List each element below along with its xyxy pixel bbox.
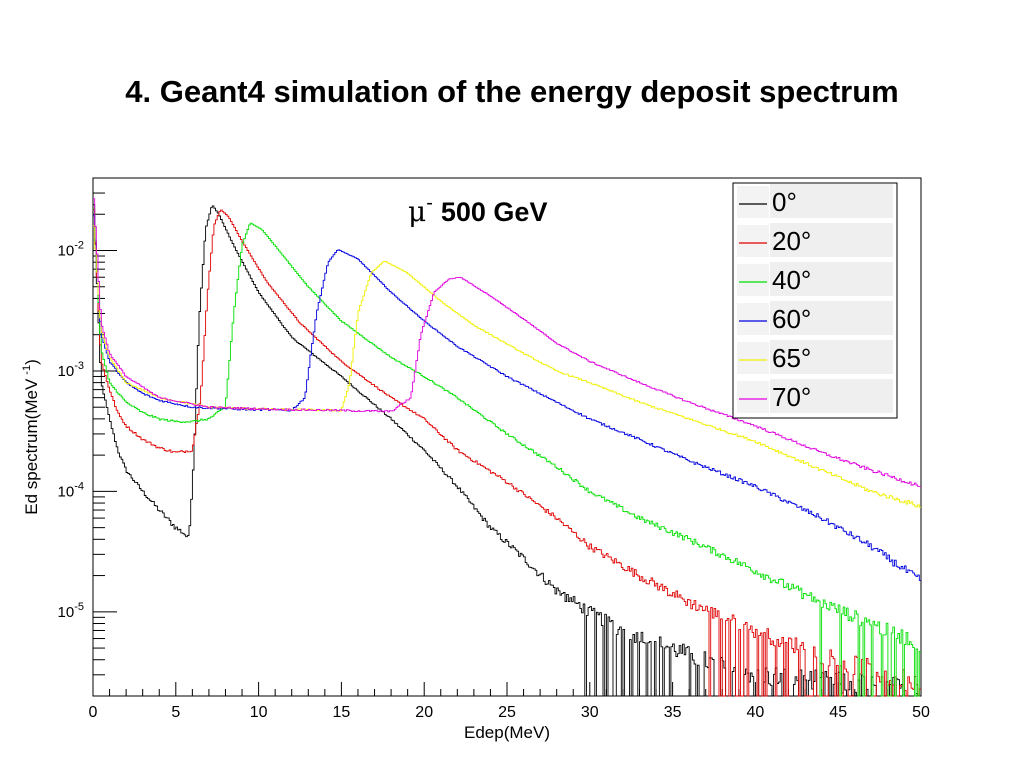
legend-label-bg xyxy=(770,379,893,413)
y-tick-base: 10 xyxy=(58,604,75,621)
y-tick-base: 10 xyxy=(58,483,75,500)
legend-label: 0° xyxy=(772,187,797,217)
series-layer xyxy=(93,198,921,697)
series-line xyxy=(93,208,921,697)
legend-label-bg xyxy=(770,340,893,374)
x-tick-label: 5 xyxy=(171,704,180,721)
x-tick-label: 50 xyxy=(912,704,930,721)
legend-label: 40° xyxy=(772,265,811,295)
legend: 0° 20° 40° 60° 65° 70° xyxy=(732,182,898,419)
x-tick-label: 0 xyxy=(89,704,98,721)
legend-swatch-bg xyxy=(737,225,769,257)
y-axis-label-close: ) xyxy=(22,359,41,365)
legend-label: 60° xyxy=(772,304,811,334)
y-tick-label: 10-2 xyxy=(58,240,84,260)
legend-label: 65° xyxy=(772,343,811,373)
x-axis-label: Edep(MeV) xyxy=(464,723,550,742)
legend-label-bg xyxy=(770,301,893,335)
legend-label-bg xyxy=(770,262,893,296)
legend-swatch-bg xyxy=(737,264,769,296)
legend-label-bg xyxy=(770,223,893,257)
title-energy: 500 GeV xyxy=(441,197,548,227)
y-tick-exp: -4 xyxy=(74,480,84,492)
x-tick-label: 45 xyxy=(829,704,847,721)
y-axis-label: Ed spectrum(MeV -1) xyxy=(21,359,41,515)
x-tick-label: 40 xyxy=(747,704,765,721)
legend-box xyxy=(732,182,898,419)
y-tick-exp: -2 xyxy=(74,240,84,252)
legend-swatch-bg xyxy=(737,186,769,218)
series-line xyxy=(93,198,921,487)
y-tick-label: 10-3 xyxy=(58,360,84,380)
x-tick-label: 20 xyxy=(415,704,433,721)
legend-label: 20° xyxy=(772,226,811,256)
legend-swatch-bg xyxy=(737,303,769,335)
legend-label: 70° xyxy=(772,382,811,412)
legend-swatch-bg xyxy=(737,381,769,413)
y-axis-label-main: Ed spectrum(MeV xyxy=(22,378,41,515)
y-tick-label: 10-5 xyxy=(58,601,84,621)
y-tick-label: 10-4 xyxy=(58,480,84,500)
legend-label-bg xyxy=(770,184,893,218)
y-axis-label-exp: -1 xyxy=(21,365,33,375)
legend-swatch-bg xyxy=(737,342,769,374)
title-particle: μ xyxy=(408,195,426,228)
y-tick-base: 10 xyxy=(58,243,75,260)
y-tick-base: 10 xyxy=(58,363,75,380)
x-tick-label: 15 xyxy=(333,704,351,721)
x-tick-label: 30 xyxy=(581,704,599,721)
title-charge: - xyxy=(426,192,433,214)
x-tick-label: 25 xyxy=(498,704,516,721)
y-tick-exp: -3 xyxy=(74,360,84,372)
series-line xyxy=(93,209,921,697)
x-tick-label: 35 xyxy=(664,704,682,721)
y-tick-exp: -5 xyxy=(74,601,84,613)
x-tick-label: 10 xyxy=(250,704,268,721)
series-line xyxy=(93,204,921,697)
chart-title: μ- 500 GeV xyxy=(408,192,547,228)
slide-title: 4. Geant4 simulation of the energy depos… xyxy=(125,74,899,109)
